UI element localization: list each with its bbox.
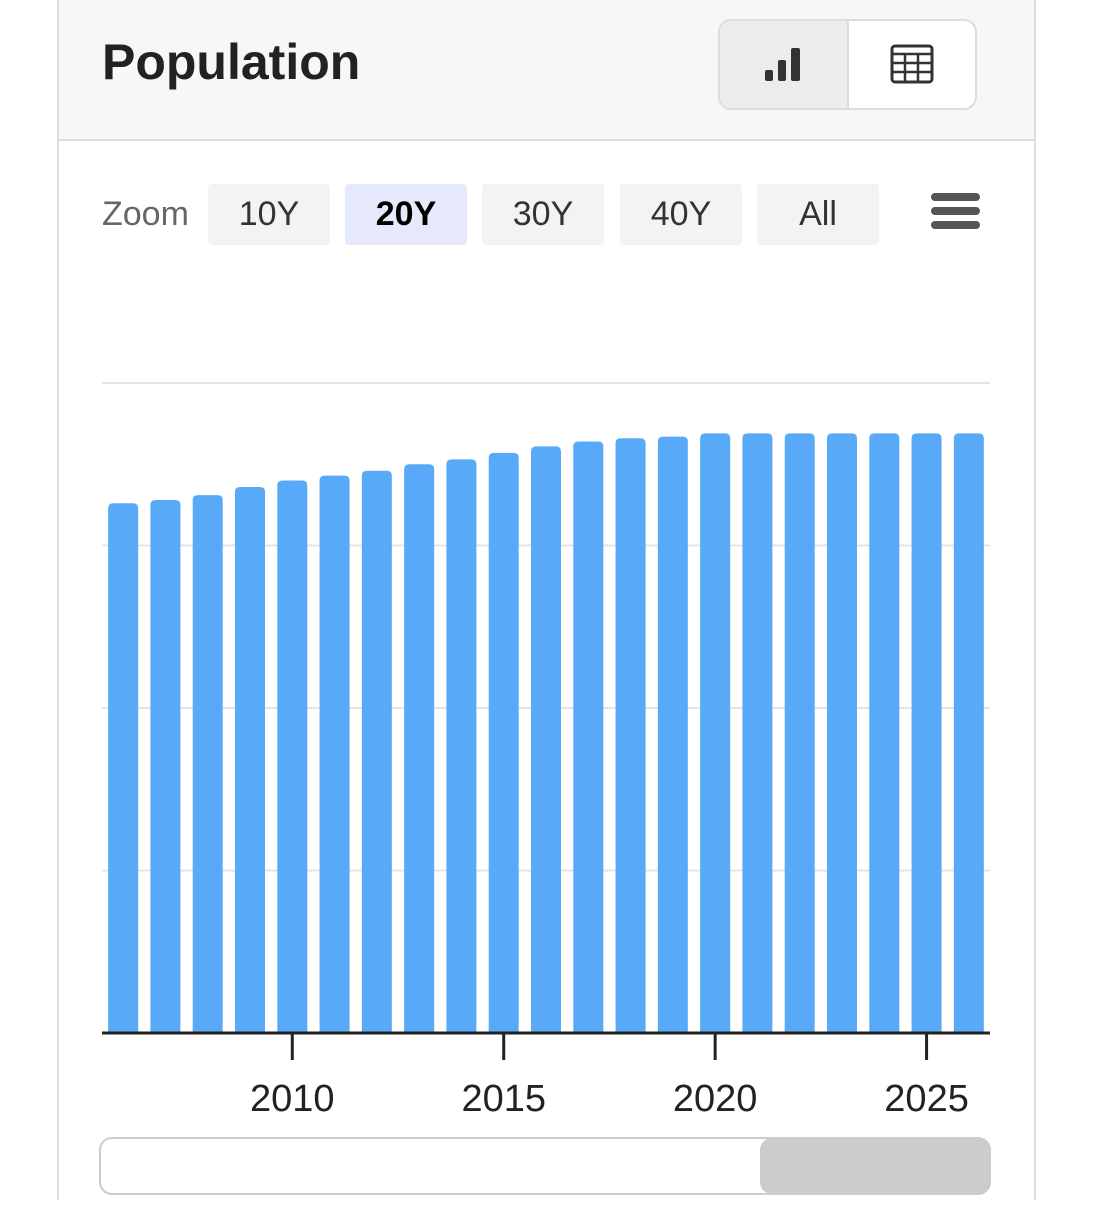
zoom-button-label: 10Y (239, 195, 300, 233)
menu-button[interactable] (931, 193, 980, 229)
zoom-button[interactable]: 10Y (208, 184, 330, 245)
x-tick-label: 2010 (250, 1078, 335, 1120)
zoom-button-label: 30Y (513, 195, 574, 233)
zoom-button-bg (757, 184, 879, 245)
zoom-button[interactable]: 30Y (482, 184, 604, 245)
zoom-button[interactable]: 40Y (620, 184, 742, 245)
title: Population (102, 34, 360, 90)
bar (150, 500, 181, 1033)
bar (404, 464, 435, 1033)
zoom-button-bg (482, 184, 604, 245)
zoom-button[interactable]: 20Y (345, 184, 467, 245)
bar (657, 436, 688, 1033)
bar (827, 433, 857, 1033)
bar (742, 433, 773, 1033)
bar (784, 433, 815, 1033)
bar (319, 475, 350, 1033)
table-view-button[interactable] (849, 21, 975, 108)
zoom-button-label: 40Y (651, 195, 712, 233)
zoom-button-bg (208, 184, 330, 245)
bar (573, 441, 604, 1033)
bar (531, 446, 561, 1033)
bar (869, 433, 900, 1033)
bar (700, 433, 731, 1033)
bar (446, 459, 477, 1033)
x-tick-label: 2015 (461, 1078, 546, 1120)
zoom-button-bg (345, 184, 467, 245)
zoom-button[interactable]: All (757, 184, 879, 245)
bar-icon (765, 48, 800, 81)
bar (108, 503, 139, 1033)
bar (488, 452, 519, 1033)
x-tick-label: 2020 (673, 1078, 758, 1120)
plot: 2010 2015 2020 2025 (102, 382, 990, 1120)
bar (953, 433, 984, 1033)
zoom-label: Zoom (102, 195, 189, 233)
zoom-button-bg (620, 184, 742, 245)
navigator-handle[interactable] (760, 1138, 991, 1194)
bar (277, 480, 308, 1033)
zoom-buttons: 10Y 20Y 30Y 40Y All (208, 184, 879, 245)
zoom-button-label: 20Y (376, 195, 437, 233)
bar (615, 438, 646, 1033)
view-toggle (718, 19, 977, 110)
bar (361, 470, 392, 1033)
x-tick-label: 2025 (884, 1078, 969, 1120)
zoom-button-label: All (799, 195, 837, 233)
bar (911, 433, 942, 1033)
bar (192, 495, 223, 1033)
bar (235, 487, 265, 1033)
